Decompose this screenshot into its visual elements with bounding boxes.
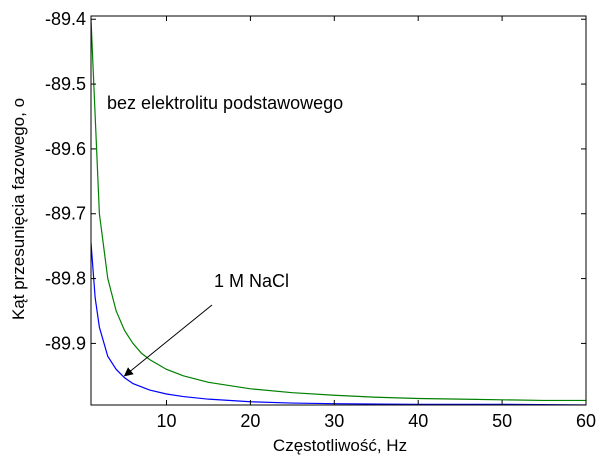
annotation-arrow xyxy=(123,304,213,377)
x-tick-label: 20 xyxy=(240,411,260,431)
y-tick-label: -89.9 xyxy=(45,333,86,353)
x-tick-label: 30 xyxy=(324,411,344,431)
y-tick-label: -89.4 xyxy=(45,9,86,29)
y-tick-label: -89.5 xyxy=(45,74,86,94)
y-tick-label: -89.6 xyxy=(45,139,86,159)
x-tick-label: 60 xyxy=(576,411,596,431)
annotations: bez elektrolitu podstawowego 1 M NaCl xyxy=(107,93,343,377)
annotation-nacl: 1 M NaCl xyxy=(214,271,289,291)
annotation-no-electrolyte: bez elektrolitu podstawowego xyxy=(107,93,343,113)
x-tick-label: 40 xyxy=(408,411,428,431)
series-line-1 xyxy=(91,19,586,402)
x-tick-labels: 10 20 30 40 50 60 xyxy=(156,411,596,431)
y-tick-label: -89.7 xyxy=(45,204,86,224)
y-tick-label: -89.8 xyxy=(45,269,86,289)
plot-layer xyxy=(90,15,587,406)
x-axis-label: Częstotliwość, Hz xyxy=(273,436,407,455)
y-tick-labels: -89.9 -89.8 -89.7 -89.6 -89.5 -89.4 xyxy=(45,9,86,353)
series-line-2 xyxy=(91,242,586,405)
x-tick-label: 10 xyxy=(156,411,176,431)
y-axis-label: Kąt przesunięcia fazowego, o xyxy=(9,98,28,320)
x-tick-label: 50 xyxy=(492,411,512,431)
plot-frame xyxy=(90,15,587,406)
